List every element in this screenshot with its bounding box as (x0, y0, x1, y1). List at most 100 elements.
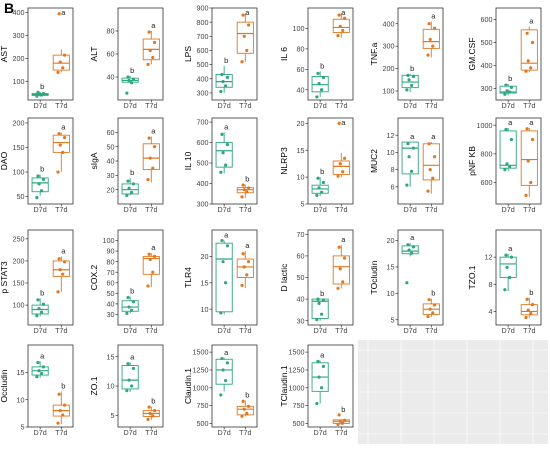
significance-letter: b (130, 287, 134, 296)
data-point (41, 91, 46, 96)
y-tick-label: 8 (489, 280, 493, 289)
data-point (146, 178, 150, 182)
x-tick-label: T7d (523, 101, 535, 110)
y-tick-label: 200 (13, 257, 25, 266)
box-D7d: a (499, 118, 517, 172)
x-tick-label: T7d (335, 326, 347, 335)
significance-letter: a (151, 127, 156, 136)
iqr-box (215, 142, 233, 168)
data-point (524, 193, 528, 197)
box-D7d: b (311, 61, 329, 99)
y-tick-label: 150 (13, 279, 25, 288)
data-point (431, 176, 435, 180)
box-D7d: a (311, 351, 329, 406)
iqr-box (422, 143, 440, 181)
x-tick-label: T7d (335, 205, 347, 214)
y-tick-label: 10 (107, 382, 115, 391)
box-T7d: a (332, 118, 350, 178)
boxplot-panel: 5 10 15 Occludin a D7d b T7d (0, 344, 74, 437)
data-point (131, 182, 136, 186)
y-axis-title: ZO.1 (89, 376, 99, 395)
data-point (410, 83, 414, 88)
data-point (57, 12, 61, 16)
box-T7d: a (236, 8, 254, 64)
box-T7d: a (142, 127, 160, 183)
box-T7d: b (236, 175, 254, 199)
data-point (240, 60, 244, 64)
y-tick-label: 800 (197, 18, 209, 27)
data-point (246, 404, 251, 408)
data-point (151, 166, 155, 170)
x-tick-label: D7d (124, 428, 137, 437)
y-tick-label: 40 (107, 73, 115, 82)
y-tick-label: 750 (293, 401, 305, 410)
empty-panel (358, 340, 548, 444)
data-point (130, 308, 134, 312)
box-D7d: a (401, 132, 419, 187)
y-tick-label: 400 (197, 179, 209, 188)
significance-letter: b (151, 397, 155, 406)
y-axis-title: NLRP3 (279, 147, 289, 175)
boxplot-panel: 40 60 80 100 IL 6 b D7d a T7d (279, 7, 354, 110)
x-tick-label: D7d (502, 205, 515, 214)
significance-letter: a (341, 118, 346, 127)
data-point (131, 366, 136, 371)
data-point (131, 300, 136, 304)
y-tick-label: 80 (107, 27, 115, 36)
box-D7d: a (121, 353, 139, 393)
y-tick-label: 100 (293, 24, 305, 33)
data-point (241, 183, 245, 187)
y-tick-label: 10 (387, 148, 395, 157)
x-tick-label: D7d (314, 326, 327, 335)
y-tick-label: 700 (197, 118, 209, 127)
y-axis-title: TLR4 (183, 267, 193, 288)
y-tick-label: 20 (297, 119, 305, 128)
data-point (127, 305, 131, 309)
y-axis-title: pNF KB (467, 146, 477, 176)
data-point (321, 298, 326, 302)
data-point (341, 280, 345, 284)
data-point (58, 409, 62, 413)
data-point (504, 253, 508, 257)
data-point (61, 150, 65, 154)
data-point (320, 386, 324, 390)
x-tick-label: D7d (502, 326, 515, 335)
y-tick-label: 200 (383, 64, 395, 73)
boxplot-panel: 6 8 10 12 MUC2 a D7d a T7d (369, 117, 444, 214)
data-point (224, 163, 228, 167)
y-tick-label: 300 (197, 89, 209, 98)
y-tick-label: 50 (107, 142, 115, 151)
y-tick-label: 5 (21, 423, 25, 432)
x-tick-label: D7d (218, 205, 231, 214)
data-point (57, 132, 61, 136)
y-tick-label: 5 (301, 200, 305, 209)
data-point (127, 378, 131, 382)
data-point (220, 356, 224, 361)
data-point (57, 392, 61, 396)
y-tick-label: 600 (197, 46, 209, 55)
data-point (225, 143, 230, 147)
data-point (525, 31, 529, 35)
significance-letter: b (320, 61, 324, 70)
data-point (40, 371, 44, 376)
data-point (37, 182, 41, 186)
data-point (407, 155, 411, 159)
data-point (321, 75, 326, 80)
data-point (338, 419, 342, 423)
data-point (40, 189, 44, 193)
iqr-box (499, 130, 517, 169)
box-D7d: b (31, 165, 49, 200)
box-T7d: a (422, 11, 440, 58)
data-point (526, 59, 530, 63)
data-point (58, 60, 62, 64)
x-tick-label: D7d (124, 326, 137, 335)
boxplot-panel: 500 750 1000 1250 1500 Claudin.1 a D7d b T7d (183, 344, 258, 437)
y-tick-label: 1500 (193, 348, 209, 357)
data-point (151, 270, 155, 274)
box-D7d: b (121, 66, 139, 95)
y-tick-label: 15 (201, 278, 209, 287)
significance-letter: a (410, 233, 415, 242)
boxplot-panel: 50 100 150 200 DAO b D7d a T7d (0, 117, 74, 214)
data-point (525, 127, 529, 131)
